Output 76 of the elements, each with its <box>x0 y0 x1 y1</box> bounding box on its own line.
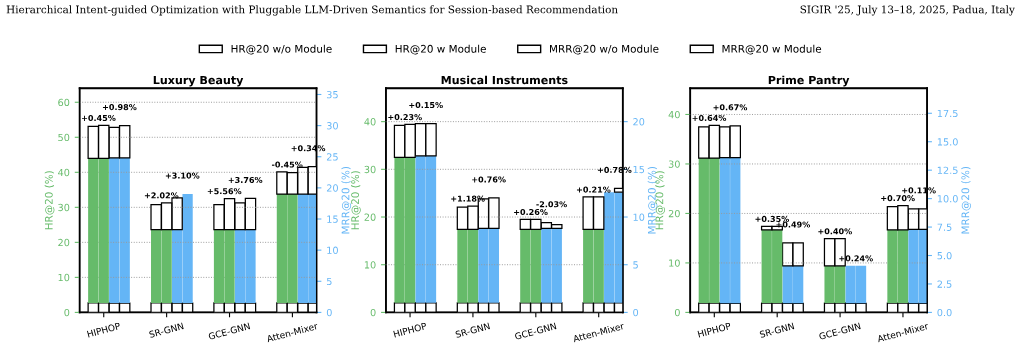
y2-axis-title: MRR@20 (%) <box>341 166 352 234</box>
y2-tick-label: 5.0 <box>937 251 952 260</box>
annotation: +2.02% <box>144 192 179 199</box>
y2-tick-label: 0.0 <box>937 308 952 317</box>
annotation: +0.21% <box>576 186 611 193</box>
x-tick-label: HIPHOP <box>393 322 427 338</box>
y2-tick-label: 15 <box>633 165 645 174</box>
annotation: +1.18% <box>451 195 485 202</box>
y-tick-label: 10 <box>669 259 680 267</box>
annotation: +0.23% <box>388 114 422 121</box>
annotation: +3.76% <box>228 176 263 184</box>
y2-tick-label: 20 <box>633 118 645 126</box>
y2-tick-label: 20 <box>326 184 338 192</box>
y-tick-label: 20 <box>668 209 680 218</box>
y-tick-label: 30 <box>58 203 70 212</box>
y-tick-label: 50 <box>58 133 70 142</box>
text: Hierarchical Intent-guided Optimization with Pluggable LLM-Driven Semantics for Session-based Recommendation <box>6 5 618 16</box>
y2-tick-label: 35 <box>326 90 338 99</box>
y2-axis-title: MRR@20 (%) <box>961 166 971 234</box>
annotation: +0.15% <box>409 102 443 109</box>
y2-tick-label: 0 <box>633 308 639 317</box>
y-axis-title: HR@20 (%) <box>44 171 55 230</box>
y2-tick-label: 15 <box>327 215 338 223</box>
y2-tick-label: 12.5 <box>937 166 958 175</box>
y-tick-label: 20 <box>364 213 376 221</box>
annotation: +0.35% <box>755 215 790 222</box>
legend-label: HR@20 w/o Module <box>231 44 332 55</box>
y-tick-label: 30 <box>364 165 376 174</box>
annotation: -0.45% <box>271 161 303 168</box>
y-tick-label: 10 <box>58 273 70 282</box>
legend-label: HR@20 w Module <box>395 44 486 55</box>
legend-label: MRR@20 w Module <box>722 44 822 55</box>
y2-tick-label: 25 <box>326 153 338 161</box>
y-tick-label: 0 <box>370 308 376 317</box>
y-tick-label: 0 <box>674 308 680 317</box>
annotation: +3.10% <box>165 172 200 179</box>
annotation: -2.03% <box>536 201 567 208</box>
annotation: +0.45% <box>82 114 116 122</box>
annotation: +0.98% <box>102 104 137 111</box>
chart-title: Prime Pantry <box>768 75 850 87</box>
y2-tick-label: 10.0 <box>937 195 958 203</box>
annotation: +0.26% <box>514 208 548 216</box>
y-tick-label: 0 <box>64 308 70 317</box>
y-tick-label: 40 <box>364 118 376 126</box>
y-tick-label: 40 <box>668 110 680 119</box>
annotation: +0.76% <box>472 176 506 183</box>
x-tick-label: HIPHOP <box>697 322 732 338</box>
annotation: +0.67% <box>713 104 748 111</box>
y2-tick-label: 5 <box>326 277 332 286</box>
y-tick-label: 20 <box>58 238 70 247</box>
annotation: +0.64% <box>692 114 727 122</box>
text: SIGIR '25, July 13–18, 2025, Padua, Italy <box>800 5 1015 16</box>
x-tick-label: SR-GNN <box>759 322 795 338</box>
y2-tick-label: 17.5 <box>937 109 958 118</box>
y2-tick-label: 5 <box>633 261 638 269</box>
y2-tick-label: 0 <box>326 308 332 317</box>
annotation: +0.40% <box>818 228 852 235</box>
y2-tick-label: 15.0 <box>937 138 958 146</box>
annotation: +5.56% <box>207 188 242 195</box>
y-axis-title: HR@20 (%) <box>351 171 361 230</box>
y2-tick-label: 2.5 <box>937 280 952 288</box>
annotation: +0.49% <box>776 221 810 228</box>
annotation: +0.70% <box>881 195 915 202</box>
chart-title: Luxury Beauty <box>153 75 244 87</box>
y2-tick-label: 10 <box>633 213 645 221</box>
chart-title: Musical Instruments <box>441 75 568 85</box>
x-tick-label: HIPHOP <box>86 322 121 338</box>
legend-label: MRR@20 w/o Module <box>550 44 659 55</box>
y-tick-label: 30 <box>668 160 680 168</box>
y2-tick-label: 30 <box>326 122 338 130</box>
y-tick-label: 60 <box>58 98 70 107</box>
y-tick-label: 40 <box>58 168 70 177</box>
y-tick-label: 10 <box>364 261 376 269</box>
x-tick-label: SR-GNN <box>455 322 491 338</box>
y2-tick-label: 7.5 <box>937 223 952 231</box>
y2-tick-label: 10 <box>327 246 338 254</box>
